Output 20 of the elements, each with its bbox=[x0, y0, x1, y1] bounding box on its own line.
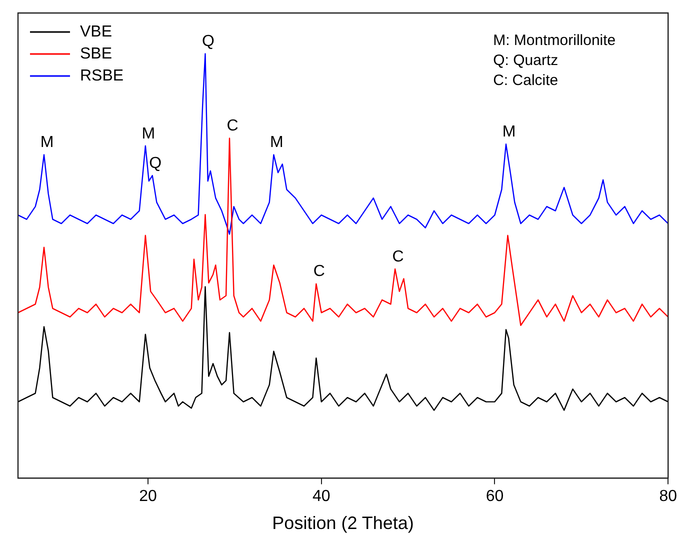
annotation: C bbox=[226, 118, 238, 135]
annotation: C bbox=[392, 248, 404, 266]
annotation: M bbox=[142, 125, 156, 142]
x-tick-label: 40 bbox=[312, 488, 330, 506]
annotation: C: Calcite bbox=[493, 72, 558, 90]
legend-label: SBE bbox=[80, 45, 112, 62]
legend-label: VBE bbox=[80, 23, 112, 40]
annotation: C bbox=[313, 263, 325, 280]
x-tick-label: 80 bbox=[659, 488, 678, 506]
annotation: M bbox=[502, 124, 516, 141]
legend-label: RSBE bbox=[80, 67, 124, 84]
text: M: Montmorillonite bbox=[493, 32, 616, 50]
annotation: Q: Quartz bbox=[493, 52, 558, 70]
x-tick-label: 20 bbox=[139, 488, 158, 506]
x-axis-title: Position (2 Theta) bbox=[272, 513, 414, 534]
x-tick-label: 60 bbox=[486, 488, 504, 506]
annotation: M bbox=[270, 134, 284, 152]
annotation: M bbox=[40, 134, 54, 152]
annotation: Q bbox=[202, 33, 214, 50]
annotation: Q bbox=[149, 154, 162, 172]
